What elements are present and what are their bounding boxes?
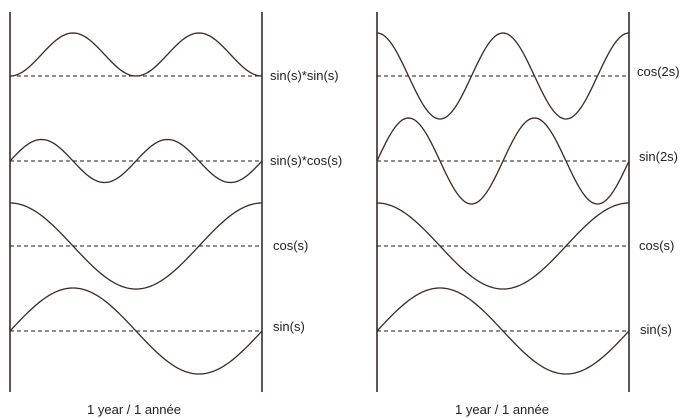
- left-row-1-curve: [9, 32, 263, 77]
- left-panel: sin(s)*sin(s) sin(s)*cos(s) cos(s) sin(s…: [9, 12, 342, 417]
- right-row-1-label: cos(2s): [637, 64, 680, 79]
- left-panel-caption: 1 year / 1 année: [87, 402, 181, 417]
- left-row-2: sin(s)*cos(s): [9, 138, 342, 184]
- left-row-3-curve: [9, 202, 263, 290]
- left-row-2-curve: [9, 138, 263, 184]
- right-panel-caption: 1 year / 1 année: [455, 402, 549, 417]
- left-row-4: sin(s): [9, 287, 305, 375]
- left-row-3: cos(s): [9, 202, 308, 290]
- left-row-2-label: sin(s)*cos(s): [270, 153, 342, 168]
- right-row-4: sin(s): [376, 287, 672, 375]
- right-panel: cos(2s) sin(2s) cos(s) sin(s) 1 year / 1…: [376, 12, 680, 417]
- right-row-2: sin(2s): [376, 117, 678, 205]
- left-row-3-label: cos(s): [273, 238, 308, 253]
- right-row-1: cos(2s): [376, 32, 680, 120]
- right-row-3: cos(s): [376, 202, 674, 290]
- right-row-4-label: sin(s): [640, 322, 672, 337]
- left-row-1-label: sin(s)*sin(s): [270, 68, 339, 83]
- right-row-2-label: sin(2s): [639, 149, 678, 164]
- left-row-4-label: sin(s): [273, 319, 305, 334]
- right-row-3-curve: [376, 202, 630, 290]
- left-row-4-curve: [9, 287, 263, 375]
- right-row-4-curve: [376, 287, 630, 375]
- right-row-1-curve: [376, 32, 630, 120]
- right-row-2-curve: [376, 117, 630, 205]
- left-row-1: sin(s)*sin(s): [9, 32, 339, 83]
- right-row-3-label: cos(s): [639, 238, 674, 253]
